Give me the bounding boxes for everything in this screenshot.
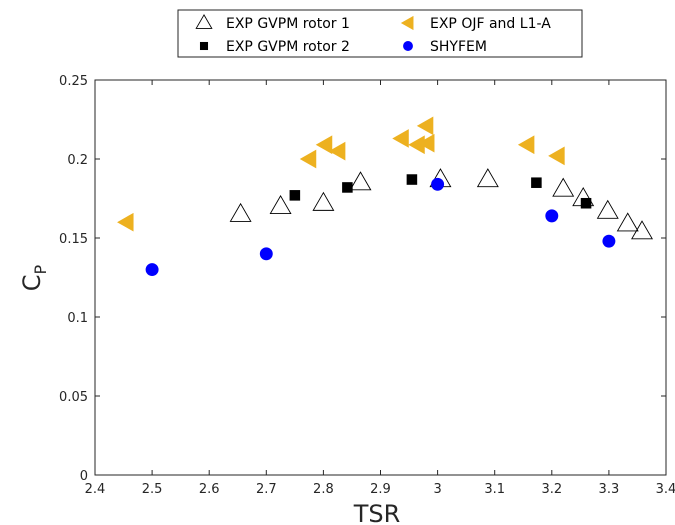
y-tick-label: 0	[80, 469, 88, 484]
data-point	[117, 212, 134, 232]
legend-marker	[199, 41, 209, 51]
x-tick-label: 2.9	[370, 482, 391, 497]
data-point	[545, 209, 559, 223]
legend-entry-label: SHYFEM	[430, 39, 487, 55]
x-tick-label: 2.7	[256, 482, 277, 497]
y-tick-label: 0.25	[59, 74, 88, 89]
data-point	[406, 174, 418, 185]
plot-area-frame	[94, 79, 667, 476]
legend-marker	[195, 14, 213, 29]
series-2	[289, 174, 592, 209]
series-1	[229, 168, 653, 240]
y-tick-label: 0.2	[67, 153, 88, 168]
x-tick-label: 2.6	[199, 482, 220, 497]
x-tick-label: 3.4	[656, 482, 675, 497]
data-point	[299, 149, 317, 169]
data-point	[392, 129, 409, 148]
data-point	[145, 263, 159, 277]
x-tick-label: 3.3	[599, 482, 620, 497]
x-tick-label: 2.5	[142, 482, 163, 497]
data-point	[259, 247, 273, 261]
data-point	[349, 171, 372, 191]
y-tick-label: 0.15	[59, 232, 88, 247]
y-axis-label-subscript: P	[31, 264, 50, 274]
data-point	[342, 182, 353, 193]
data-point	[315, 135, 333, 155]
data-point	[616, 212, 639, 232]
y-tick-label: 0.1	[67, 311, 88, 326]
data-point	[517, 135, 535, 155]
data-point	[269, 194, 292, 214]
x-tick-label: 3.1	[484, 482, 505, 497]
data-point	[602, 234, 616, 248]
data-point	[431, 177, 445, 191]
x-axis-label: TSR	[353, 500, 401, 525]
data-point	[476, 168, 499, 188]
y-axis-label-main: C	[18, 274, 46, 291]
data-point	[548, 146, 565, 166]
x-tick-label: 2.4	[85, 482, 106, 497]
x-tick-label: 3.2	[541, 482, 562, 497]
data-point	[408, 135, 425, 155]
data-point	[631, 220, 653, 240]
y-axis-label: CP	[18, 264, 50, 291]
x-tick-labels: 2.4 2.5 2.6 2.7 2.8 2.9 3 3.1 3.2 3.3 3.4	[85, 482, 675, 497]
legend-entry-label: EXP GVPM rotor 1	[226, 16, 350, 32]
data-point	[229, 202, 252, 222]
y-tick-labels: 0 0.05 0.1 0.15 0.2 0.25	[59, 74, 88, 484]
data-point	[552, 177, 575, 197]
data-point	[417, 133, 435, 153]
y-tick-label: 0.05	[59, 390, 88, 405]
data-point	[289, 190, 301, 201]
data-point	[596, 199, 619, 219]
legend: EXP GVPM rotor 1 EXP GVPM rotor 2 EXP OJF …	[177, 9, 583, 58]
x-tick-label: 3	[433, 482, 441, 497]
data-point	[328, 141, 346, 161]
x-tick-label: 2.8	[313, 482, 334, 497]
data-point	[531, 177, 542, 188]
series-4	[145, 177, 616, 277]
data-points	[117, 116, 653, 277]
legend-entry-label: EXP OJF and L1-A	[430, 16, 551, 32]
data-point	[416, 116, 434, 136]
legend-box	[177, 9, 583, 58]
data-point	[312, 191, 335, 211]
data-point	[580, 197, 592, 209]
legend-entry-label: EXP GVPM rotor 2	[226, 39, 350, 55]
legend-marker	[400, 15, 414, 31]
series-3	[117, 116, 565, 232]
axes	[94, 79, 667, 476]
legend-marker	[403, 41, 413, 51]
